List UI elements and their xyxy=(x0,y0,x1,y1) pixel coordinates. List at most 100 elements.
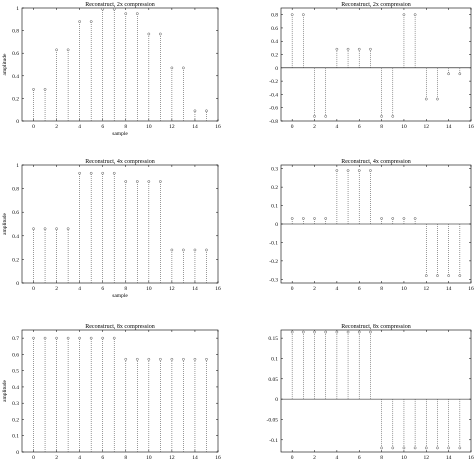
chart-1-marker xyxy=(66,48,70,52)
chart-1-xtick-label: 4 xyxy=(78,124,81,130)
chart-3-marker xyxy=(101,171,105,175)
chart-6-marker xyxy=(413,446,417,450)
chart-2-title: Reconstruct, 2x compression xyxy=(341,2,411,8)
chart-2-marker xyxy=(436,97,439,101)
chart-5-marker xyxy=(193,357,197,361)
chart-5-ytick-label: 0.5 xyxy=(12,369,19,375)
chart-6-marker xyxy=(346,330,350,334)
chart-3-marker xyxy=(147,180,151,183)
chart-1-marker xyxy=(55,48,58,52)
chart-4-marker xyxy=(424,274,428,277)
chart-6-marker xyxy=(402,446,406,450)
chart-1-ytick-label: 0 xyxy=(16,119,19,125)
chart-6-ytick-label: -0.1 xyxy=(269,438,278,444)
chart-5-marker xyxy=(89,336,93,340)
chart-4-ytick-label: 0 xyxy=(275,222,278,228)
chart-2-xtick-label: 14 xyxy=(446,124,452,130)
chart-4-marker xyxy=(413,217,417,220)
chart-2-ytick-label: 0 xyxy=(275,66,278,72)
chart-5-marker xyxy=(159,357,162,361)
chart-6-xtick-label: 0 xyxy=(291,455,294,460)
chart-4-marker xyxy=(313,217,316,220)
chart-4-ytick-label: -0.1 xyxy=(269,240,278,246)
chart-2-ytick-label: -0.8 xyxy=(269,119,278,125)
chart-1-ytick-label: 0.8 xyxy=(12,29,19,35)
chart-2-marker xyxy=(380,114,383,118)
chart-1-xtick-label: 12 xyxy=(169,124,175,130)
chart-3-xtick-label: 6 xyxy=(101,286,104,292)
chart-2-marker xyxy=(391,114,395,118)
chart-6-xtick-label: 2 xyxy=(313,455,316,460)
chart-3-ytick-label: 0 xyxy=(16,281,19,287)
chart-3-frame xyxy=(21,164,219,284)
chart-2-marker xyxy=(424,97,428,101)
chart-4-xtick-label: 10 xyxy=(401,286,407,292)
chart-1-marker xyxy=(170,66,174,70)
chart-2-ytick-label: 0.8 xyxy=(271,13,278,19)
chart-5-marker xyxy=(182,357,185,361)
chart-6-marker xyxy=(458,446,462,450)
chart-1-xtick-label: 0 xyxy=(32,124,35,130)
chart-4-marker xyxy=(369,169,372,172)
chart-2-marker xyxy=(413,13,417,16)
chart-4-title: Reconstruct, 4x compression xyxy=(341,159,411,165)
chart-2-xtick-label: 6 xyxy=(358,124,361,130)
chart-3-marker xyxy=(135,180,139,183)
chart-5-marker xyxy=(43,336,47,340)
chart-2-xtick-label: 16 xyxy=(468,124,474,130)
chart-5-xtick-label: 8 xyxy=(124,455,127,460)
chart-1-marker xyxy=(43,88,47,91)
chart-2-marker xyxy=(369,47,372,51)
chart-3-xtick-label: 2 xyxy=(55,286,58,292)
chart-6-frame xyxy=(280,329,472,453)
chart-3-xtick-label: 14 xyxy=(192,286,198,292)
chart-3-ytick-label: 0.4 xyxy=(12,234,19,240)
chart-1-ylabel: amplitude xyxy=(2,53,8,76)
chart-1-title: Reconstruct, 2x compression xyxy=(85,2,155,8)
chart-2-ytick-label: 0.4 xyxy=(271,39,278,45)
chart-4-ytick-label: 0.3 xyxy=(271,167,278,173)
chart-6-ytick-label: 0.05 xyxy=(268,377,278,383)
chart-4-xtick-label: 4 xyxy=(336,286,339,292)
chart-6-marker xyxy=(424,446,428,450)
chart-5-xtick-label: 2 xyxy=(55,455,58,460)
chart-5-marker xyxy=(170,357,174,361)
chart-5-title: Reconstruct, 8x compression xyxy=(85,324,155,330)
chart-2-marker xyxy=(290,13,294,16)
chart-2-xtick-label: 0 xyxy=(291,124,294,130)
chart-1-marker xyxy=(182,66,185,70)
chart-3-xtick-label: 8 xyxy=(124,286,127,292)
chart-1-frame xyxy=(21,7,219,122)
chart-6-ytick-label: 0.1 xyxy=(271,356,278,362)
chart-3-marker xyxy=(170,248,174,252)
chart-6-xtick-label: 14 xyxy=(446,455,452,460)
chart-2-marker xyxy=(458,72,462,76)
chart-6-xtick-label: 6 xyxy=(358,455,361,460)
chart-3-xtick-label: 4 xyxy=(78,286,81,292)
chart-5-ytick-label: 0.2 xyxy=(12,417,19,423)
chart-4-xtick-label: 16 xyxy=(468,286,474,292)
chart-5-marker xyxy=(78,336,81,340)
chart-4-ytick-label: -0.2 xyxy=(269,259,278,265)
chart-6-marker xyxy=(324,330,328,334)
chart-3-marker xyxy=(193,248,197,252)
chart-5-frame xyxy=(21,329,219,453)
chart-2-marker xyxy=(313,114,316,118)
chart-6-xtick-label: 16 xyxy=(468,455,474,460)
chart-5-marker xyxy=(147,357,151,361)
chart-1-xlabel: sample xyxy=(112,131,128,137)
chart-6-ytick-label: 0 xyxy=(275,397,278,403)
chart-3-marker xyxy=(112,171,116,175)
chart-2-marker xyxy=(302,13,305,16)
chart-1-marker xyxy=(32,88,35,91)
chart-2-marker xyxy=(357,47,361,51)
chart-3-xtick-label: 16 xyxy=(215,286,221,292)
chart-4-marker xyxy=(391,217,395,220)
chart-2-ytick-label: -0.4 xyxy=(269,92,278,98)
chart-3-marker xyxy=(66,227,70,231)
chart-1-marker xyxy=(147,32,151,36)
chart-4-ytick-label: 0.1 xyxy=(271,204,278,210)
